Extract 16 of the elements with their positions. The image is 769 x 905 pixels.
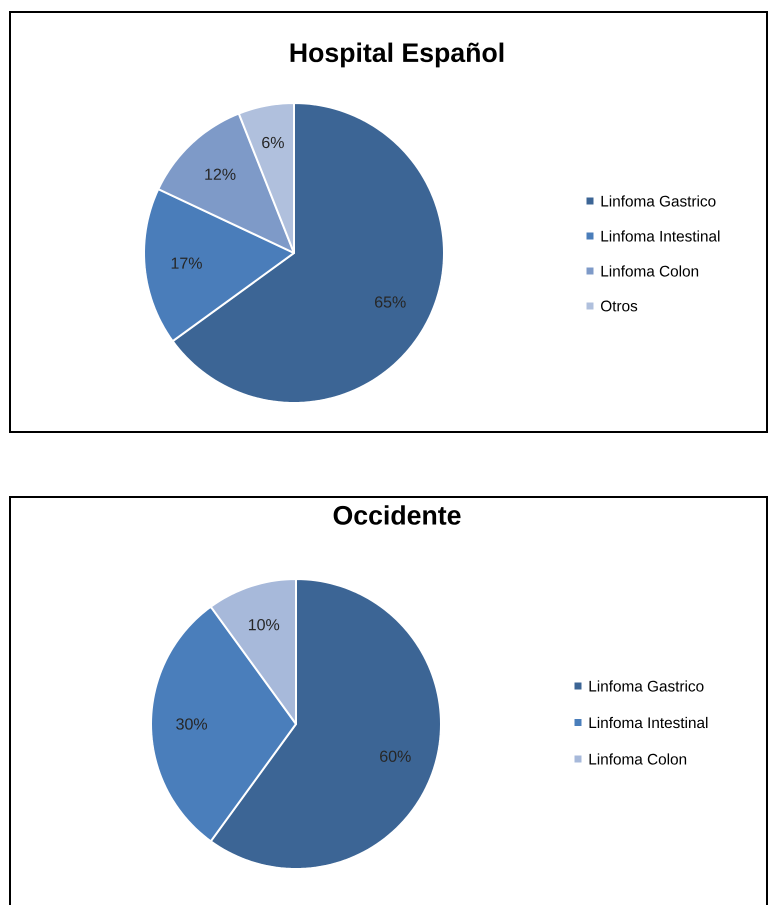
legend-label: Linfoma Gastrico	[590, 680, 704, 692]
data-label: 65%	[375, 296, 406, 308]
chart-title: Hospital Español	[290, 42, 504, 68]
legend-label: Linfoma Gastrico	[602, 195, 716, 207]
data-label: 12%	[205, 168, 236, 180]
data-label: 30%	[176, 718, 208, 730]
legend-label: Linfoma Intestinal	[590, 716, 708, 728]
data-label: 17%	[172, 258, 202, 269]
legend-label: Otros	[601, 300, 638, 312]
chart-title: Occidente	[334, 505, 461, 525]
data-label: 10%	[248, 619, 280, 630]
legend-label: Linfoma Colon	[590, 753, 686, 765]
data-label: 6%	[262, 136, 284, 148]
data-label: 60%	[380, 750, 411, 762]
legend-label: Linfoma Colon	[602, 265, 698, 277]
legend-label: Linfoma Intestinal	[602, 230, 720, 242]
